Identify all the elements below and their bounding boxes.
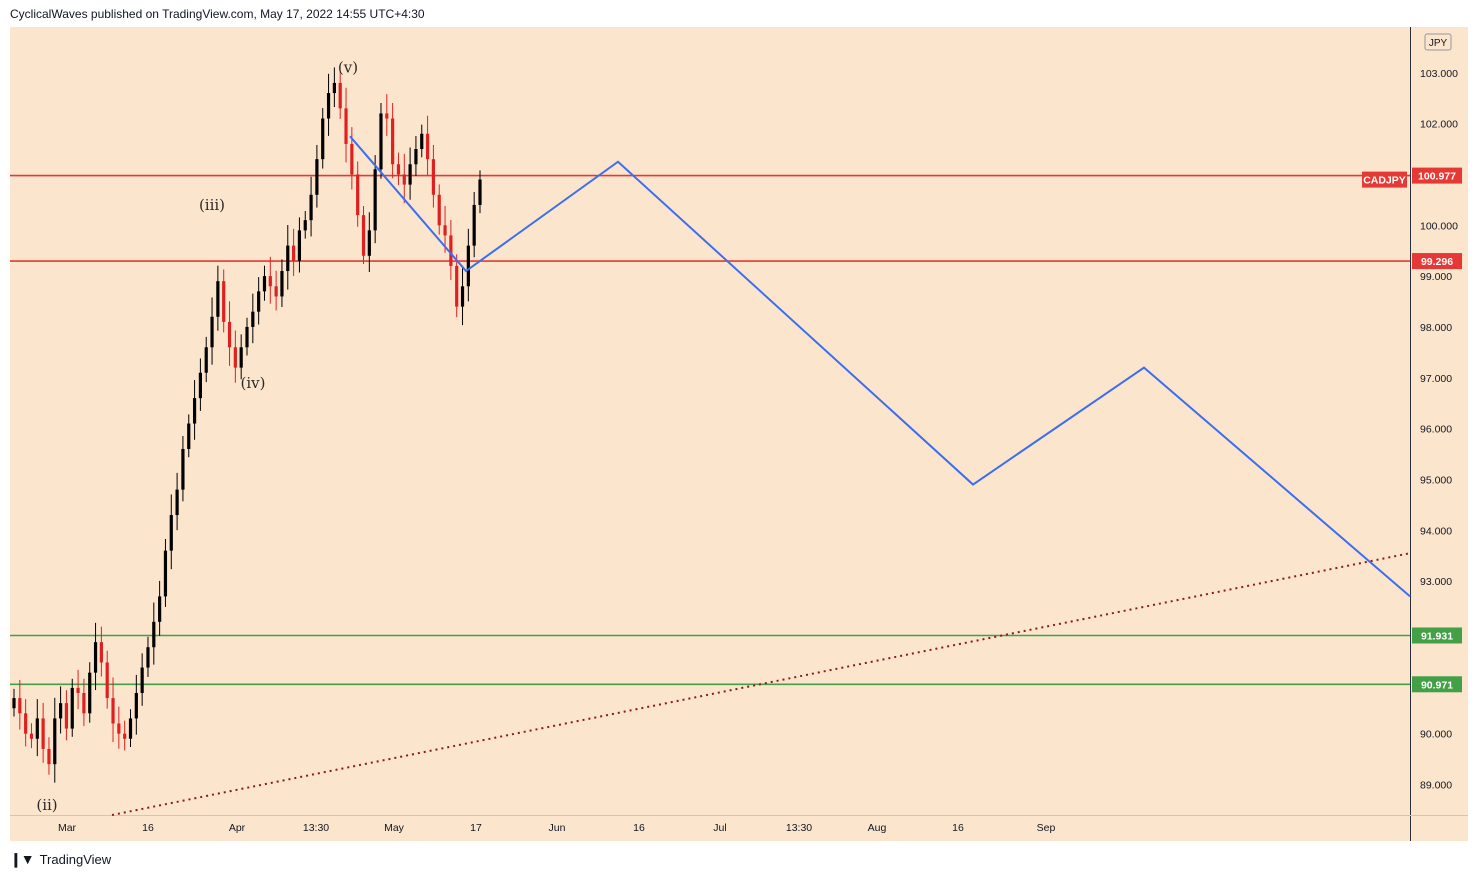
footer-brand-name: TradingView <box>40 852 112 867</box>
y-tick-label: 103.000 <box>1420 68 1458 80</box>
price-axis-panel[interactable] <box>1410 27 1468 815</box>
tradingview-logo-icon: ❙▼ <box>10 851 34 868</box>
x-tick-label: 17 <box>470 822 482 834</box>
x-tick-label: Sep <box>1037 822 1056 834</box>
x-tick-label: Apr <box>229 822 246 834</box>
x-tick-label: Aug <box>868 822 887 834</box>
wave-label-2: (iv) <box>241 374 266 392</box>
y-tick-label: 93.000 <box>1420 576 1452 588</box>
x-tick-label: 16 <box>633 822 645 834</box>
level-badge-label-0: 100.977 <box>1418 171 1456 183</box>
candle <box>379 103 382 179</box>
y-tick-label: 98.000 <box>1420 322 1452 334</box>
x-tick-label: 13:30 <box>303 822 329 834</box>
x-tick-label: May <box>384 822 405 834</box>
footer-branding: ❙▼ TradingView <box>10 851 111 868</box>
x-tick-label: Mar <box>58 822 77 834</box>
y-tick-label: 94.000 <box>1420 525 1452 537</box>
y-tick-label: 90.000 <box>1420 729 1452 741</box>
y-tick-label: 89.000 <box>1420 779 1452 791</box>
currency-label: JPY <box>1429 38 1448 49</box>
y-tick-label: 95.000 <box>1420 474 1452 486</box>
wave-label-1: (iii) <box>199 196 225 214</box>
y-tick-label: 102.000 <box>1420 119 1458 131</box>
x-tick-label: Jul <box>713 822 726 834</box>
level-badge-label-2: 91.931 <box>1421 630 1453 642</box>
x-tick-label: 13:30 <box>786 822 812 834</box>
chart-plot-area[interactable] <box>10 27 1410 815</box>
y-tick-label: 100.000 <box>1420 220 1458 232</box>
level-badge-label-1: 99.296 <box>1421 256 1453 268</box>
symbol-tag-label: CADJPY <box>1363 175 1406 187</box>
y-tick-label: 96.000 <box>1420 424 1452 436</box>
y-tick-label: 99.000 <box>1420 271 1452 283</box>
y-tick-label: 97.000 <box>1420 373 1452 385</box>
x-tick-label: 16 <box>952 822 964 834</box>
level-badge-label-3: 90.971 <box>1421 679 1453 691</box>
x-tick-label: Jun <box>549 822 566 834</box>
x-tick-label: 16 <box>142 822 154 834</box>
wave-label-0: (ii) <box>36 796 57 814</box>
wave-label-3: (v) <box>338 59 358 77</box>
